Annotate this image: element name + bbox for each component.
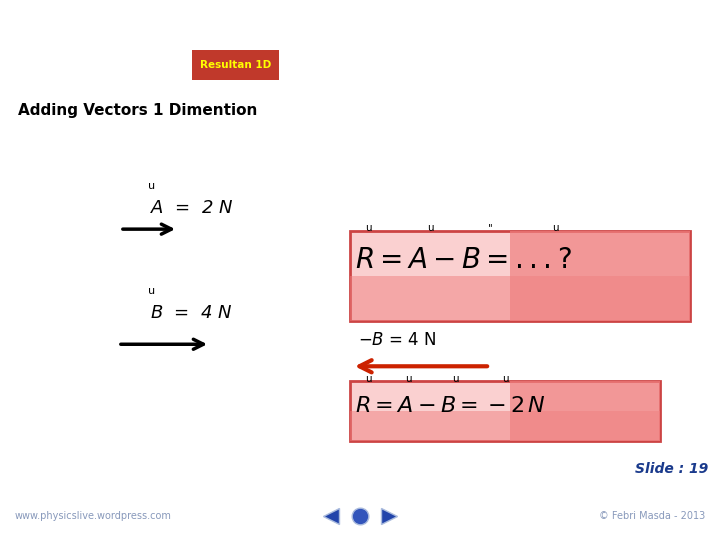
Text: Slide : 19: Slide : 19 [635, 462, 708, 476]
Text: www.physicslive.wordpress.com: www.physicslive.wordpress.com [14, 511, 171, 521]
Text: u: u [552, 223, 558, 233]
Text: u: u [148, 181, 156, 191]
FancyBboxPatch shape [350, 276, 690, 321]
Text: u: u [405, 374, 411, 384]
Text: BESARAN VEKTOR: BESARAN VEKTOR [261, 15, 459, 34]
Text: $\mathit{R = A - B = -2\,N}$: $\mathit{R = A - B = -2\,N}$ [355, 396, 546, 416]
Text: Adding Vectors 1 Dimention: Adding Vectors 1 Dimention [18, 103, 257, 118]
FancyBboxPatch shape [350, 411, 660, 441]
Text: $\it{B}$  =  4 N: $\it{B}$ = 4 N [150, 304, 233, 322]
Text: u: u [365, 223, 372, 233]
Text: Soal Latihan: Soal Latihan [608, 60, 673, 70]
Text: Prasyarat: Prasyarat [17, 60, 66, 70]
Text: Resultan 1D: Resultan 1D [200, 60, 271, 70]
Text: ": " [487, 223, 492, 233]
FancyBboxPatch shape [510, 231, 690, 321]
Text: Metode Analisis: Metode Analisis [456, 60, 538, 70]
Text: $\mathit{R = A - B = ...?}$: $\mathit{R = A - B = ...?}$ [355, 246, 572, 274]
Text: Pengertian Vektor: Pengertian Vektor [90, 60, 184, 70]
Text: u: u [451, 374, 459, 384]
FancyBboxPatch shape [510, 381, 660, 441]
Text: $\it{A}$  =  2 N: $\it{A}$ = 2 N [150, 199, 233, 217]
Text: u: u [502, 374, 508, 384]
Text: u: u [427, 223, 433, 233]
Bar [192, 50, 279, 80]
FancyBboxPatch shape [350, 381, 660, 441]
Text: u: u [148, 286, 156, 296]
Text: © Febri Masda - 2013: © Febri Masda - 2013 [599, 511, 706, 521]
FancyBboxPatch shape [350, 231, 690, 321]
Text: u: u [365, 374, 372, 384]
Text: Metode Jajaran Genjang: Metode Jajaran Genjang [294, 60, 419, 70]
Text: $\mathit{-B}$ = 4 N: $\mathit{-B}$ = 4 N [358, 331, 436, 349]
